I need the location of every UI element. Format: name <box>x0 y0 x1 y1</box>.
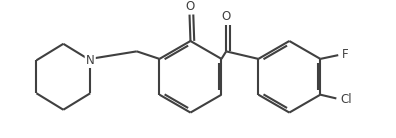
Text: N: N <box>86 54 95 67</box>
Text: O: O <box>185 0 194 13</box>
Text: O: O <box>221 10 231 23</box>
Text: Cl: Cl <box>340 93 352 106</box>
Text: F: F <box>342 48 348 61</box>
